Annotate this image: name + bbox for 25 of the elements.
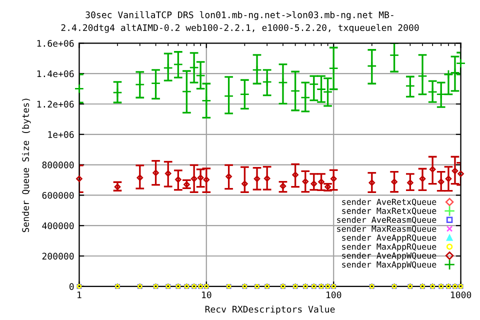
legend-label: sender MaxRetxQueue: [342, 208, 436, 215]
y-tick-label: 1e+06: [48, 131, 74, 138]
x-axis-title: Recv RXDescriptors Value: [205, 306, 335, 314]
x-tick-label: 100: [326, 291, 342, 298]
legend-label: sender AveRetxQueue: [342, 198, 436, 206]
y-tick-label: 1.2e+06: [37, 100, 74, 108]
legend-label: sender AveAppRQueue: [342, 234, 436, 242]
legend-label: sender MaxAppRQueue: [342, 243, 436, 252]
y-tick-label: 400000: [42, 222, 74, 230]
x-tick-label: 1: [78, 292, 82, 298]
y-tick-label: 1.4e+06: [37, 70, 74, 78]
y-tick-label: 1.6e+06: [37, 40, 74, 47]
y-tick-label: 0: [69, 283, 74, 290]
y-axis-title: Sender Queue Size (bytes): [22, 98, 31, 232]
y-tick-label: 200000: [42, 252, 74, 260]
legend-label: sender AveReasmQueue: [337, 216, 436, 224]
legend-label: sender MaxReasmQueue: [337, 225, 436, 233]
y-tick-label: 600000: [42, 192, 74, 199]
legend-label: sender AveAppWQueue: [342, 252, 436, 260]
x-tick-label: 1000: [451, 291, 472, 298]
x-tick-label: 10: [202, 291, 212, 298]
chart-title: 30sec VanillaTCP DRS lon01.mb-ng.net->lon03.mb-ng.net MB-: [86, 11, 394, 20]
y-tick-label: 800000: [42, 162, 74, 168]
chart-subtitle: 2.4.20dtg4 altAIMD-0.2 web100-2.2.1, e1000-5.2.20, txqueuelen 2000: [61, 24, 419, 33]
legend-label: sender MaxAppWQueue: [342, 261, 436, 270]
